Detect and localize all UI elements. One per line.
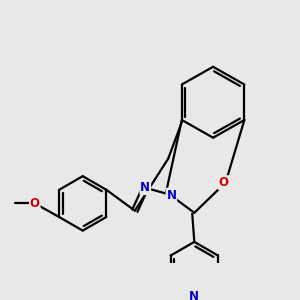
Text: N: N [189,290,199,300]
Text: O: O [30,197,40,210]
Text: N: N [140,181,150,194]
Text: O: O [218,176,229,189]
Text: N: N [167,189,176,202]
